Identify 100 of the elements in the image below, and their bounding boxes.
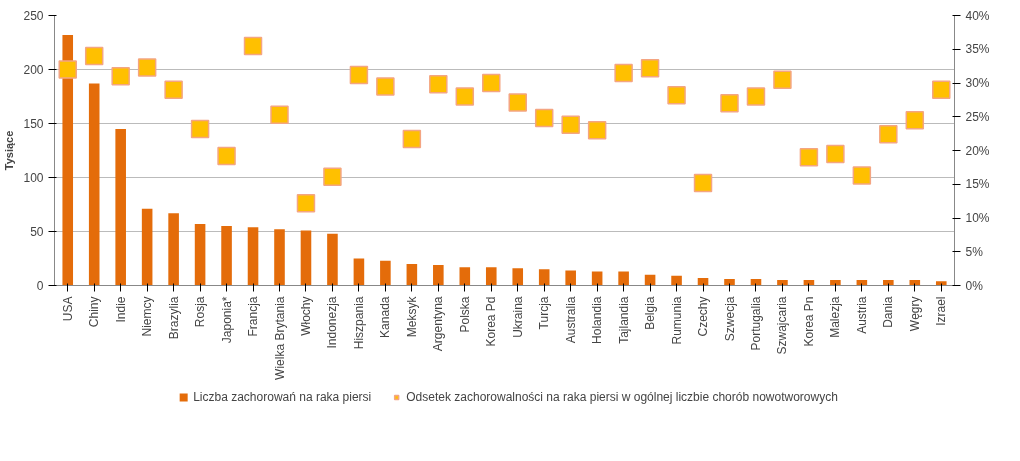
x-tick-label: Rumunia	[669, 296, 684, 345]
x-tick-label: Dania	[881, 296, 896, 328]
bar	[433, 264, 444, 286]
x-tick-label: Turcja	[537, 296, 552, 330]
x-tick-label: Meksyk	[404, 295, 419, 338]
bar	[538, 269, 550, 286]
y2-tick-label: 15%	[965, 177, 990, 192]
x-tick-label: Polska	[457, 296, 472, 333]
y2-tick-label: 30%	[965, 76, 990, 90]
bar	[380, 260, 391, 286]
point	[323, 167, 342, 187]
x-tick-label: Portugalia	[748, 296, 763, 351]
x-tick-label: Argentyna	[431, 296, 446, 352]
x-tick-label: USA	[60, 296, 75, 322]
x-tick-label: Węgry	[907, 296, 922, 332]
point	[746, 87, 766, 106]
y-tick-label: 100	[23, 171, 44, 185]
x-tick-label: Rosja	[193, 296, 208, 328]
bar	[168, 213, 179, 286]
y2-tick-label: 0%	[965, 278, 984, 293]
y2-tick-label: 35%	[965, 42, 990, 57]
x-tick-label: Francja	[246, 296, 261, 337]
x-tick-label: Hiszpania	[351, 296, 366, 350]
bar	[671, 275, 682, 286]
y-tick-label: 150	[23, 117, 44, 131]
point	[429, 75, 448, 94]
x-tick-label: Brazylia	[166, 296, 181, 340]
bar	[459, 267, 471, 286]
point	[614, 63, 633, 83]
bar	[115, 128, 126, 286]
bar	[274, 229, 285, 286]
bar	[512, 268, 524, 286]
bar	[327, 233, 338, 286]
x-tick-label: Niemcy	[140, 296, 155, 337]
point	[587, 121, 607, 140]
legend-label: Liczba zachorowań na raka piersi	[193, 390, 372, 404]
x-tick-label: Kanada	[378, 296, 393, 338]
x-tick-label: Malezja	[828, 296, 843, 338]
bar	[62, 34, 74, 286]
point	[879, 125, 898, 144]
bar	[88, 83, 100, 286]
x-tick-label: Japonia*	[219, 296, 234, 344]
point	[349, 65, 369, 85]
bar	[830, 280, 841, 286]
point	[534, 108, 554, 128]
point	[190, 119, 210, 139]
point	[137, 58, 157, 77]
y2-tick-label: 20%	[965, 143, 990, 158]
bar	[883, 280, 894, 286]
point	[164, 80, 183, 99]
x-tick-label: Ukraina	[510, 296, 525, 338]
point	[270, 105, 289, 124]
point	[376, 77, 395, 96]
bar	[565, 270, 576, 286]
x-tick-label: Korea Pd	[484, 296, 499, 347]
x-tick-label: Korea Pn	[801, 296, 816, 347]
point	[720, 94, 739, 113]
bar	[353, 258, 365, 286]
x-tick-label: Indie	[113, 296, 128, 323]
y2-tick-label: 10%	[965, 211, 990, 225]
point	[799, 148, 819, 167]
x-tick-label: Czechy	[696, 296, 711, 337]
bar	[935, 281, 947, 286]
point	[932, 80, 951, 99]
point	[402, 129, 422, 149]
y2-tick-label: 40%	[965, 8, 990, 23]
point	[773, 70, 792, 89]
y-tick-label: 0	[36, 279, 44, 293]
bar	[485, 267, 497, 286]
x-tick-label: Włochy	[298, 296, 313, 336]
bar	[141, 208, 153, 286]
point	[58, 60, 77, 79]
point	[482, 73, 501, 93]
bar	[618, 271, 629, 286]
point	[852, 166, 872, 185]
bar	[194, 223, 206, 286]
bar	[221, 226, 232, 286]
x-tick-label: Chiny	[87, 296, 102, 328]
x-tick-label: Szwajcaria	[775, 296, 790, 355]
x-tick-label: Austria	[854, 296, 869, 334]
point	[826, 144, 845, 164]
y-axis-title: Tysiące	[3, 130, 16, 171]
y2-tick-label: 25%	[965, 109, 990, 124]
point	[508, 93, 527, 112]
x-tick-label: Holandia	[590, 296, 605, 344]
point	[667, 85, 686, 105]
x-tick-label: Australia	[563, 296, 578, 344]
x-tick-label: Wielka Brytania	[272, 296, 287, 380]
bar	[406, 263, 418, 286]
y-tick-label: 250	[23, 9, 44, 23]
point	[217, 146, 236, 166]
bar	[591, 271, 603, 286]
point	[693, 173, 713, 193]
x-tick-label: Tajlandia	[616, 296, 631, 344]
point	[455, 87, 475, 106]
legend-label: Odsetek zachorowalności na raka piersi w ogólnej liczbie chorób nowotworowych	[406, 390, 838, 404]
bar	[247, 227, 259, 286]
bar	[300, 230, 312, 286]
y-tick-label: 200	[23, 63, 44, 77]
point	[296, 193, 316, 213]
